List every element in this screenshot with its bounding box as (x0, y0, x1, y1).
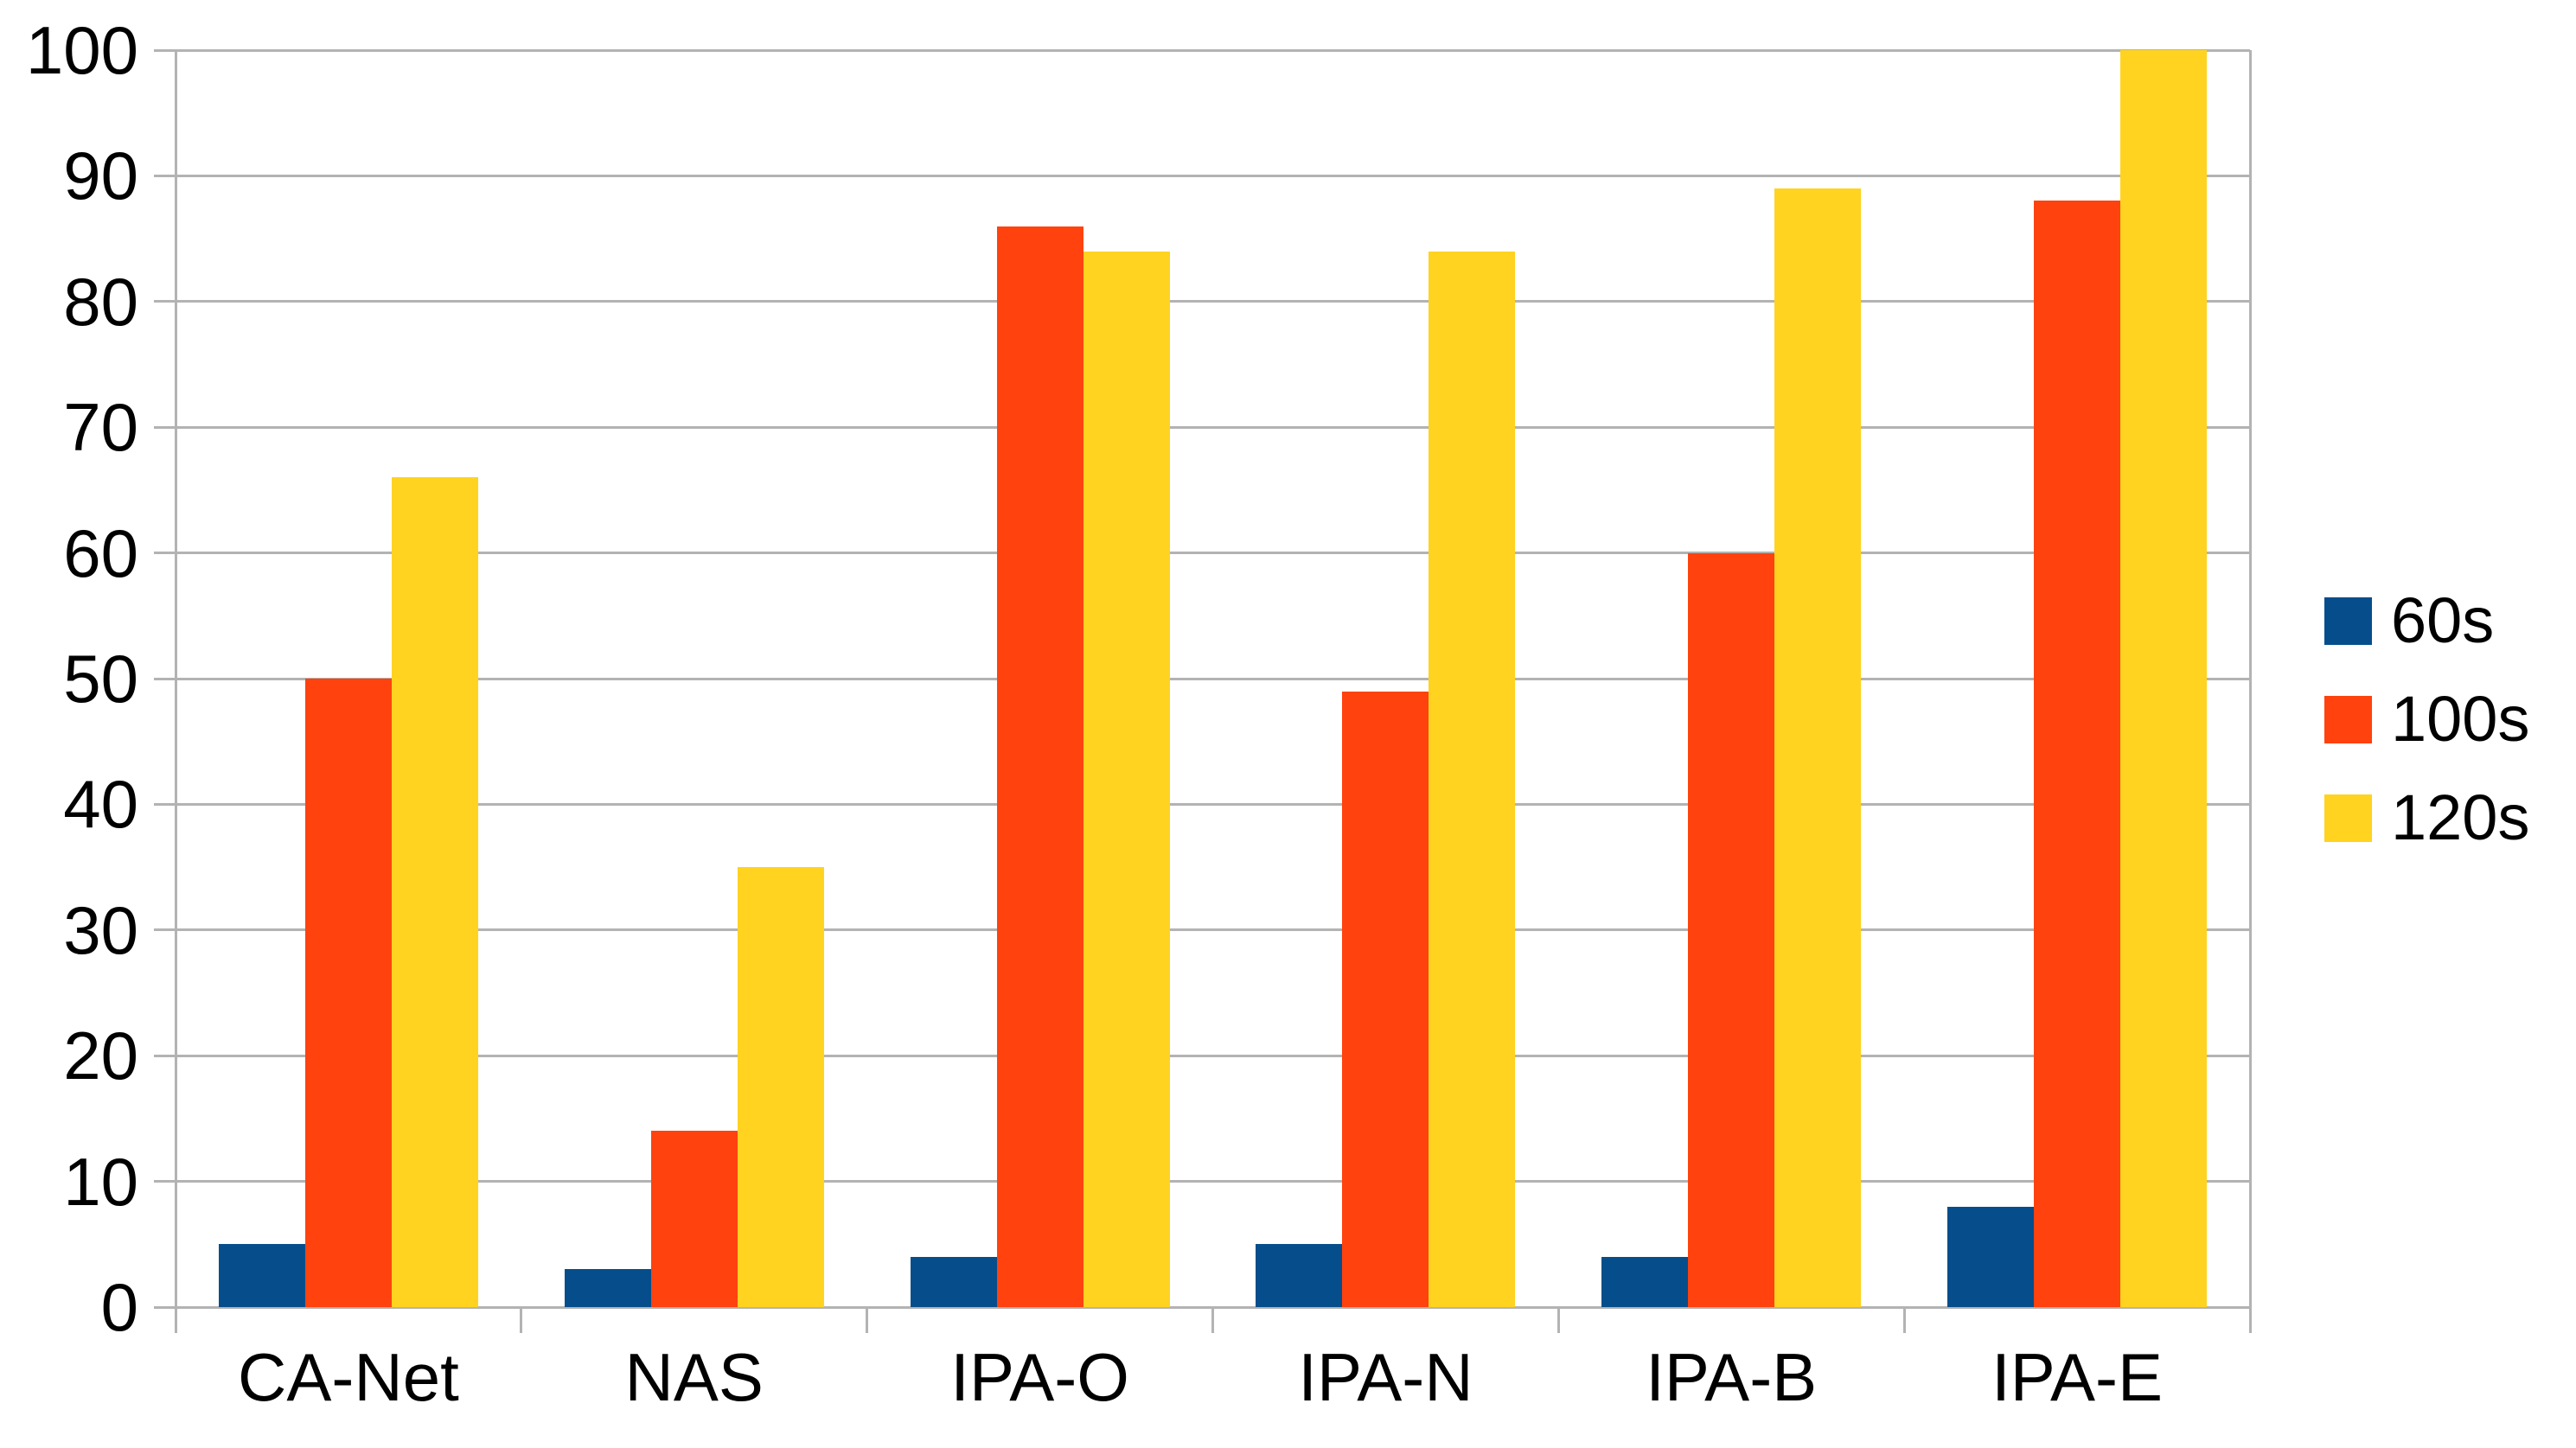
bar-120s-IPA-N (1429, 251, 1516, 1307)
bar-60s-IPA-E (1947, 1206, 2035, 1307)
legend-item-60s: 60s (2324, 586, 2529, 655)
y-axis-tick-label: 70 (63, 389, 138, 466)
x-axis-category-tick (1556, 1307, 1560, 1333)
x-axis-category-label: IPA-O (950, 1339, 1129, 1415)
bar-120s-NAS (737, 867, 824, 1307)
y-axis-tick-label: 90 (63, 137, 138, 214)
gridline (154, 174, 2250, 177)
y-axis-tick-label: 80 (63, 263, 138, 340)
x-axis-category-label: CA-Net (238, 1339, 459, 1415)
bar-100s-IPA-N (1342, 691, 1429, 1307)
bar-100s-IPA-O (996, 226, 1083, 1307)
x-axis-category-tick (1902, 1307, 1906, 1333)
x-axis-category-tick (866, 1307, 869, 1333)
gridline (154, 802, 2250, 806)
bar-120s-CA-Net (391, 477, 478, 1307)
bar-60s-IPA-B (1601, 1256, 1689, 1307)
legend-swatch-100s (2324, 695, 2372, 743)
gridline (154, 425, 2250, 429)
bar-60s-NAS (564, 1269, 651, 1307)
bar-60s-IPA-O (910, 1256, 997, 1307)
y-axis-tick-label: 10 (63, 1143, 138, 1220)
plot-right-border (2248, 50, 2252, 1333)
bar-60s-IPA-N (1256, 1244, 1343, 1307)
x-axis-category-label: IPA-B (1646, 1339, 1818, 1415)
x-axis-category-tick (1211, 1307, 1214, 1333)
x-axis-category-label: NAS (624, 1339, 764, 1415)
legend-label-120s: 120s (2391, 781, 2530, 853)
x-axis-category-label: IPA-N (1298, 1339, 1473, 1415)
y-axis-tick-label: 30 (63, 891, 138, 968)
bar-120s-IPA-O (1083, 251, 1170, 1307)
legend-item-120s: 120s (2324, 783, 2529, 852)
legend: 60s 100s 120s (2324, 586, 2529, 882)
y-axis-tick-label: 0 (100, 1269, 138, 1345)
x-axis-category-label: IPA-E (1991, 1339, 2164, 1415)
bar-60s-CA-Net (218, 1244, 305, 1307)
bar-100s-CA-Net (304, 679, 392, 1307)
gridline (154, 928, 2250, 932)
y-axis-tick-label: 40 (63, 766, 138, 843)
gridline (154, 300, 2250, 303)
y-axis-tick-label: 60 (63, 514, 138, 591)
bar-100s-NAS (650, 1131, 738, 1307)
gridline (154, 1180, 2250, 1183)
legend-label-100s: 100s (2391, 683, 2530, 755)
x-axis-category-tick (520, 1307, 523, 1333)
y-axis-tick-label: 100 (25, 12, 138, 88)
bar-120s-IPA-E (2120, 50, 2208, 1307)
bar-100s-IPA-E (2034, 201, 2121, 1307)
legend-swatch-120s (2324, 794, 2372, 842)
y-axis-tick-label: 50 (63, 641, 138, 717)
x-axis-line (154, 1305, 2250, 1309)
legend-swatch-60s (2324, 596, 2372, 645)
gridline (154, 1054, 2250, 1057)
y-axis-line (174, 50, 177, 1333)
gridline (154, 677, 2250, 680)
legend-item-100s: 100s (2324, 685, 2529, 754)
legend-label-60s: 60s (2391, 584, 2495, 656)
bar-120s-IPA-B (1774, 188, 1862, 1307)
gridline (154, 48, 2250, 52)
gridline (154, 552, 2250, 555)
y-axis-tick-label: 20 (63, 1017, 138, 1094)
bar-100s-IPA-B (1688, 552, 1775, 1307)
